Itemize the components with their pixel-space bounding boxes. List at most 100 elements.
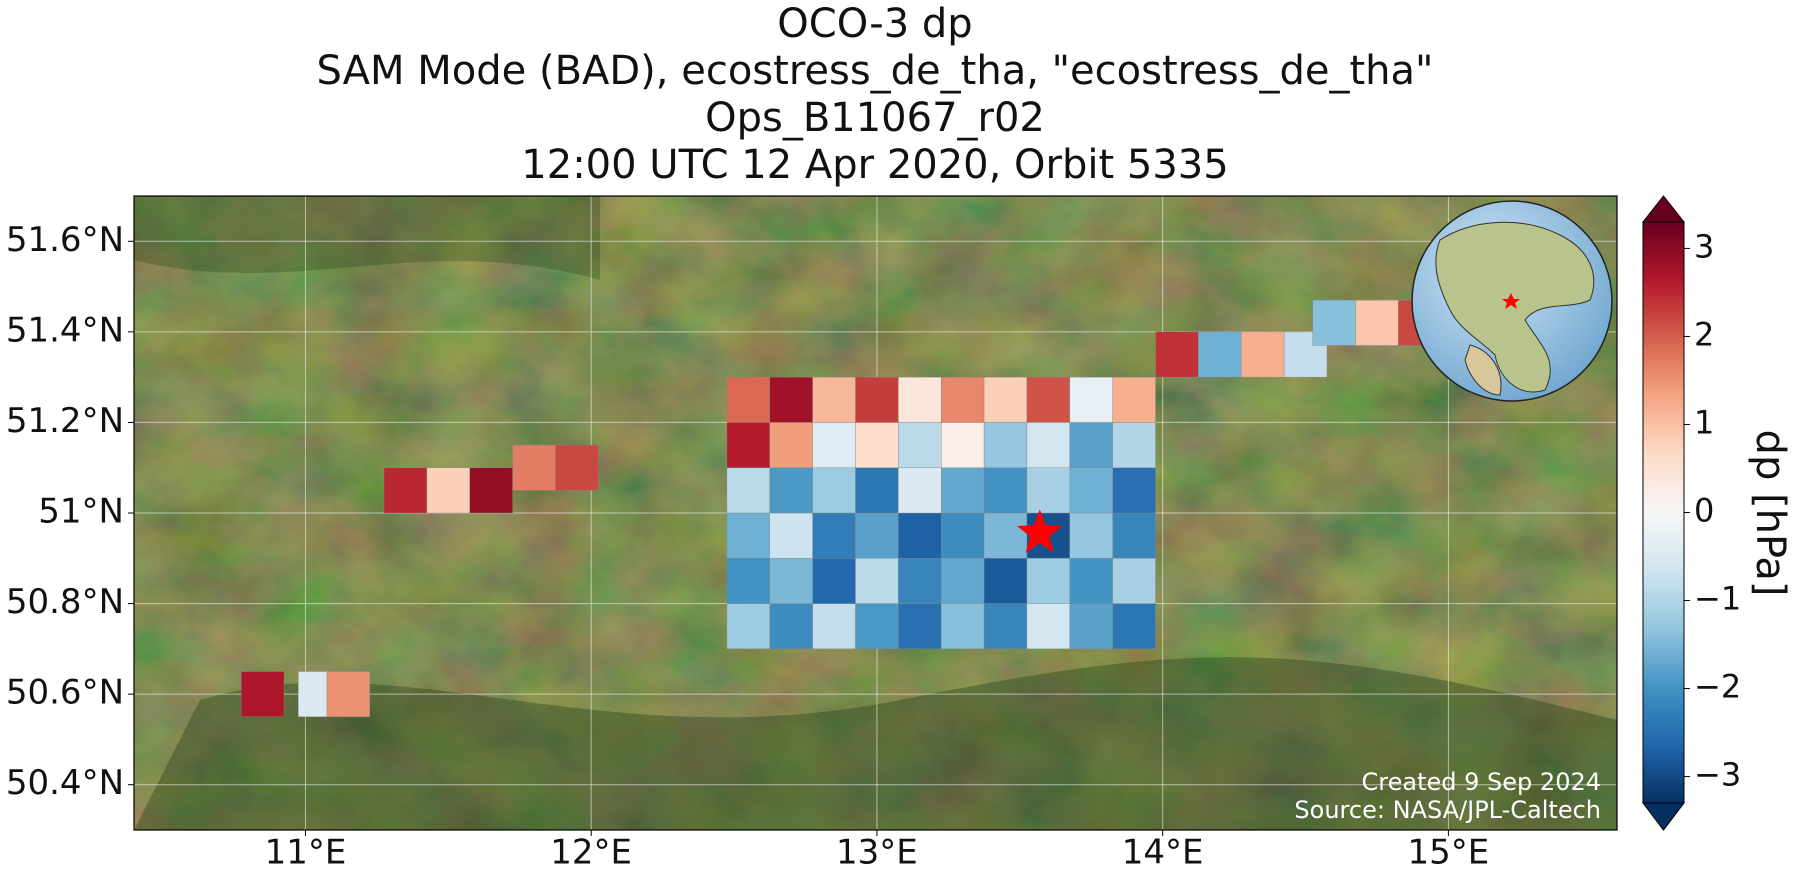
swath-cell	[512, 444, 556, 491]
y-tick-label: 51.4°N	[6, 310, 124, 350]
swath-cell	[1312, 299, 1356, 346]
swath-cell	[941, 467, 985, 514]
swath-cell	[941, 376, 985, 423]
swath-cell	[812, 467, 856, 514]
swath-cell	[812, 603, 856, 650]
swath-cell	[1069, 376, 1113, 423]
title-line: 12:00 UTC 12 Apr 2020, Orbit 5335	[521, 142, 1228, 188]
swath-cell	[898, 603, 942, 650]
swath-cell	[898, 558, 942, 604]
swath-cell	[983, 467, 1028, 514]
swath-cell	[898, 467, 942, 514]
credits: Created 9 Sep 2024 Source: NASA/JPL-Calt…	[1294, 768, 1601, 824]
swath-cell	[983, 512, 1028, 559]
x-tick-label: 12°E	[550, 833, 632, 873]
swath-cell	[726, 603, 770, 650]
y-tick-label: 51°N	[38, 492, 124, 532]
swath-cell	[426, 467, 470, 514]
swath-cell	[941, 512, 985, 559]
swath-cell	[1026, 376, 1071, 423]
swath-cell	[769, 558, 813, 604]
swath-cell	[726, 376, 770, 423]
swath-cell	[769, 467, 813, 514]
swath-cell	[983, 603, 1028, 650]
forest-area	[134, 657, 1617, 830]
swath-cell	[726, 422, 770, 468]
swath-cell	[769, 512, 813, 559]
colorbar-tick-label: −2	[1694, 668, 1741, 706]
swath-cell	[855, 603, 899, 650]
swath-cell	[1241, 331, 1285, 378]
swath-cell	[855, 467, 899, 514]
globe-inset	[1411, 200, 1613, 402]
swath-cell	[1112, 558, 1156, 604]
swath-cell	[855, 512, 899, 559]
swath-cell	[1069, 467, 1113, 514]
swath-cell	[898, 376, 942, 423]
swath-cell	[1112, 422, 1156, 468]
swath-cell	[898, 422, 942, 468]
swath-cell	[1069, 603, 1113, 650]
swath-cell	[1112, 512, 1156, 559]
colorbar-tick-label: 0	[1694, 492, 1714, 530]
title-line: OCO-3 dp	[777, 1, 972, 47]
swath-cell	[812, 376, 856, 423]
swath-cell	[769, 376, 813, 423]
swath-cell	[726, 467, 770, 514]
colorbar-scale	[1642, 221, 1685, 804]
swath	[240, 299, 1442, 717]
swath-cell	[326, 671, 370, 717]
swath-cell	[1155, 331, 1199, 378]
swath-cell	[812, 422, 856, 468]
markers	[1017, 509, 1063, 553]
swath-cell	[769, 422, 813, 468]
title-line: Ops_B11067_r02	[705, 95, 1045, 141]
colorbar-extend	[1641, 195, 1686, 223]
swath-cell	[983, 422, 1028, 468]
swath-cell	[726, 512, 770, 559]
y-tick-label: 51.2°N	[6, 401, 124, 441]
x-tick-label: 15°E	[1408, 833, 1490, 873]
x-tick-label: 13°E	[836, 833, 918, 873]
swath-cell	[1112, 467, 1156, 514]
x-tick-label: 14°E	[1122, 833, 1204, 873]
swath-cell	[240, 671, 285, 717]
colorbar-tick-label: −3	[1694, 756, 1741, 794]
colorbar-tick-label: 2	[1694, 315, 1714, 353]
y-tick-label: 50.4°N	[6, 763, 124, 803]
swath-cell	[1069, 558, 1113, 604]
x-tick-label: 11°E	[265, 833, 347, 873]
swath-cell	[469, 467, 513, 514]
swath-cell	[898, 512, 942, 559]
target-star	[1017, 509, 1063, 553]
forest-area	[134, 196, 600, 280]
colorbar-tick-label: 3	[1694, 227, 1714, 265]
swath-cell	[1198, 331, 1242, 378]
colorbar-extend	[1641, 802, 1686, 831]
swath-cell	[1112, 376, 1156, 423]
swath-cell	[941, 558, 985, 604]
swath-cell	[1026, 467, 1071, 514]
swath-cell	[941, 422, 985, 468]
colorbar: −3 −2 −1 0 1 2 3	[1641, 195, 1741, 831]
colorbar-tick-label: −1	[1694, 580, 1741, 618]
swath-cell	[983, 376, 1028, 423]
swath-cell	[383, 467, 428, 514]
swath-cell	[1069, 422, 1113, 468]
swath-cell	[983, 558, 1028, 604]
swath-cell	[812, 512, 856, 559]
y-tick-label: 50.6°N	[6, 673, 124, 713]
swath-cell	[855, 558, 899, 604]
title: OCO-3 dp SAM Mode (BAD), ecostress_de_th…	[317, 1, 1434, 188]
swath-cell	[555, 444, 599, 491]
y-tick-label: 50.8°N	[6, 582, 124, 622]
swath-cell	[726, 558, 770, 604]
colorbar-label: dp [hPa]	[1747, 430, 1793, 597]
swath-cell	[855, 422, 899, 468]
swath-cell	[941, 603, 985, 650]
swath-cell	[812, 558, 856, 604]
swath-cell	[1026, 422, 1071, 468]
y-tick-label: 51.6°N	[6, 220, 124, 260]
